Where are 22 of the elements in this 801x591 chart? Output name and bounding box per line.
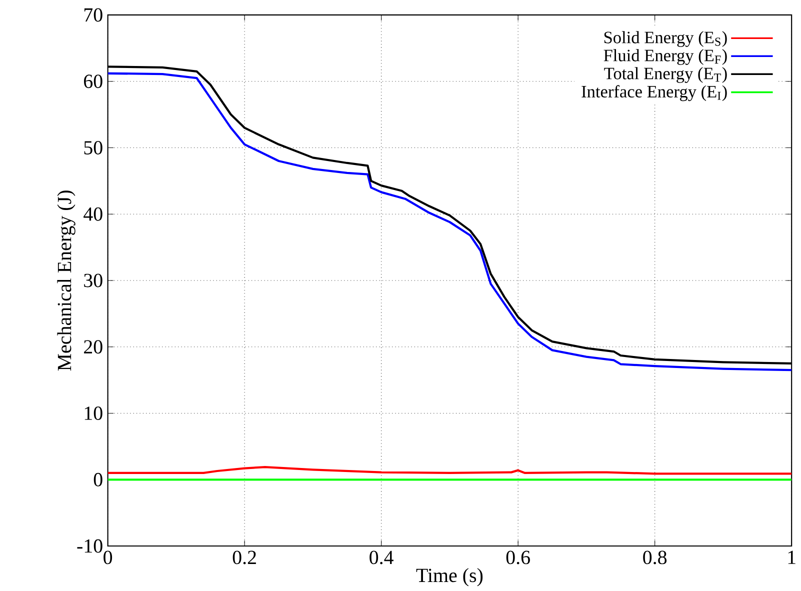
legend-label: Fluid Energy (E$_{F}$) — [604, 49, 727, 66]
line-series — [108, 466, 792, 475]
x-tick-label: 1 — [788, 550, 796, 564]
legend-label: Interface Energy (E$_{I}$) — [582, 85, 727, 102]
x-tick-label: 0 — [104, 550, 112, 564]
x-tick-label: 0.4 — [370, 550, 394, 564]
y-tick-label: 70 — [84, 8, 102, 22]
y-tick-label: 0 — [94, 473, 102, 487]
y-tick-label: 30 — [84, 274, 102, 288]
legend-label: Solid Energy (E$_{S}$) — [604, 31, 727, 48]
x-tick-label: 0.2 — [232, 550, 256, 564]
x-tick-label: 0.6 — [506, 550, 530, 564]
x-tick-label: 0.8 — [643, 550, 667, 564]
y-tick-label: -10 — [77, 539, 102, 553]
y-tick-label: 20 — [84, 340, 102, 354]
y-axis-title: Mechanical Energy (J) — [57, 190, 76, 371]
y-tick-label: 10 — [84, 406, 102, 420]
legend-label: Total Energy (E$_{T}$) — [604, 67, 727, 84]
y-tick-label: 40 — [84, 208, 102, 222]
y-tick-label: 60 — [84, 74, 102, 88]
y-tick-label: 50 — [84, 141, 102, 155]
x-axis-title: Time (s) — [416, 568, 483, 586]
